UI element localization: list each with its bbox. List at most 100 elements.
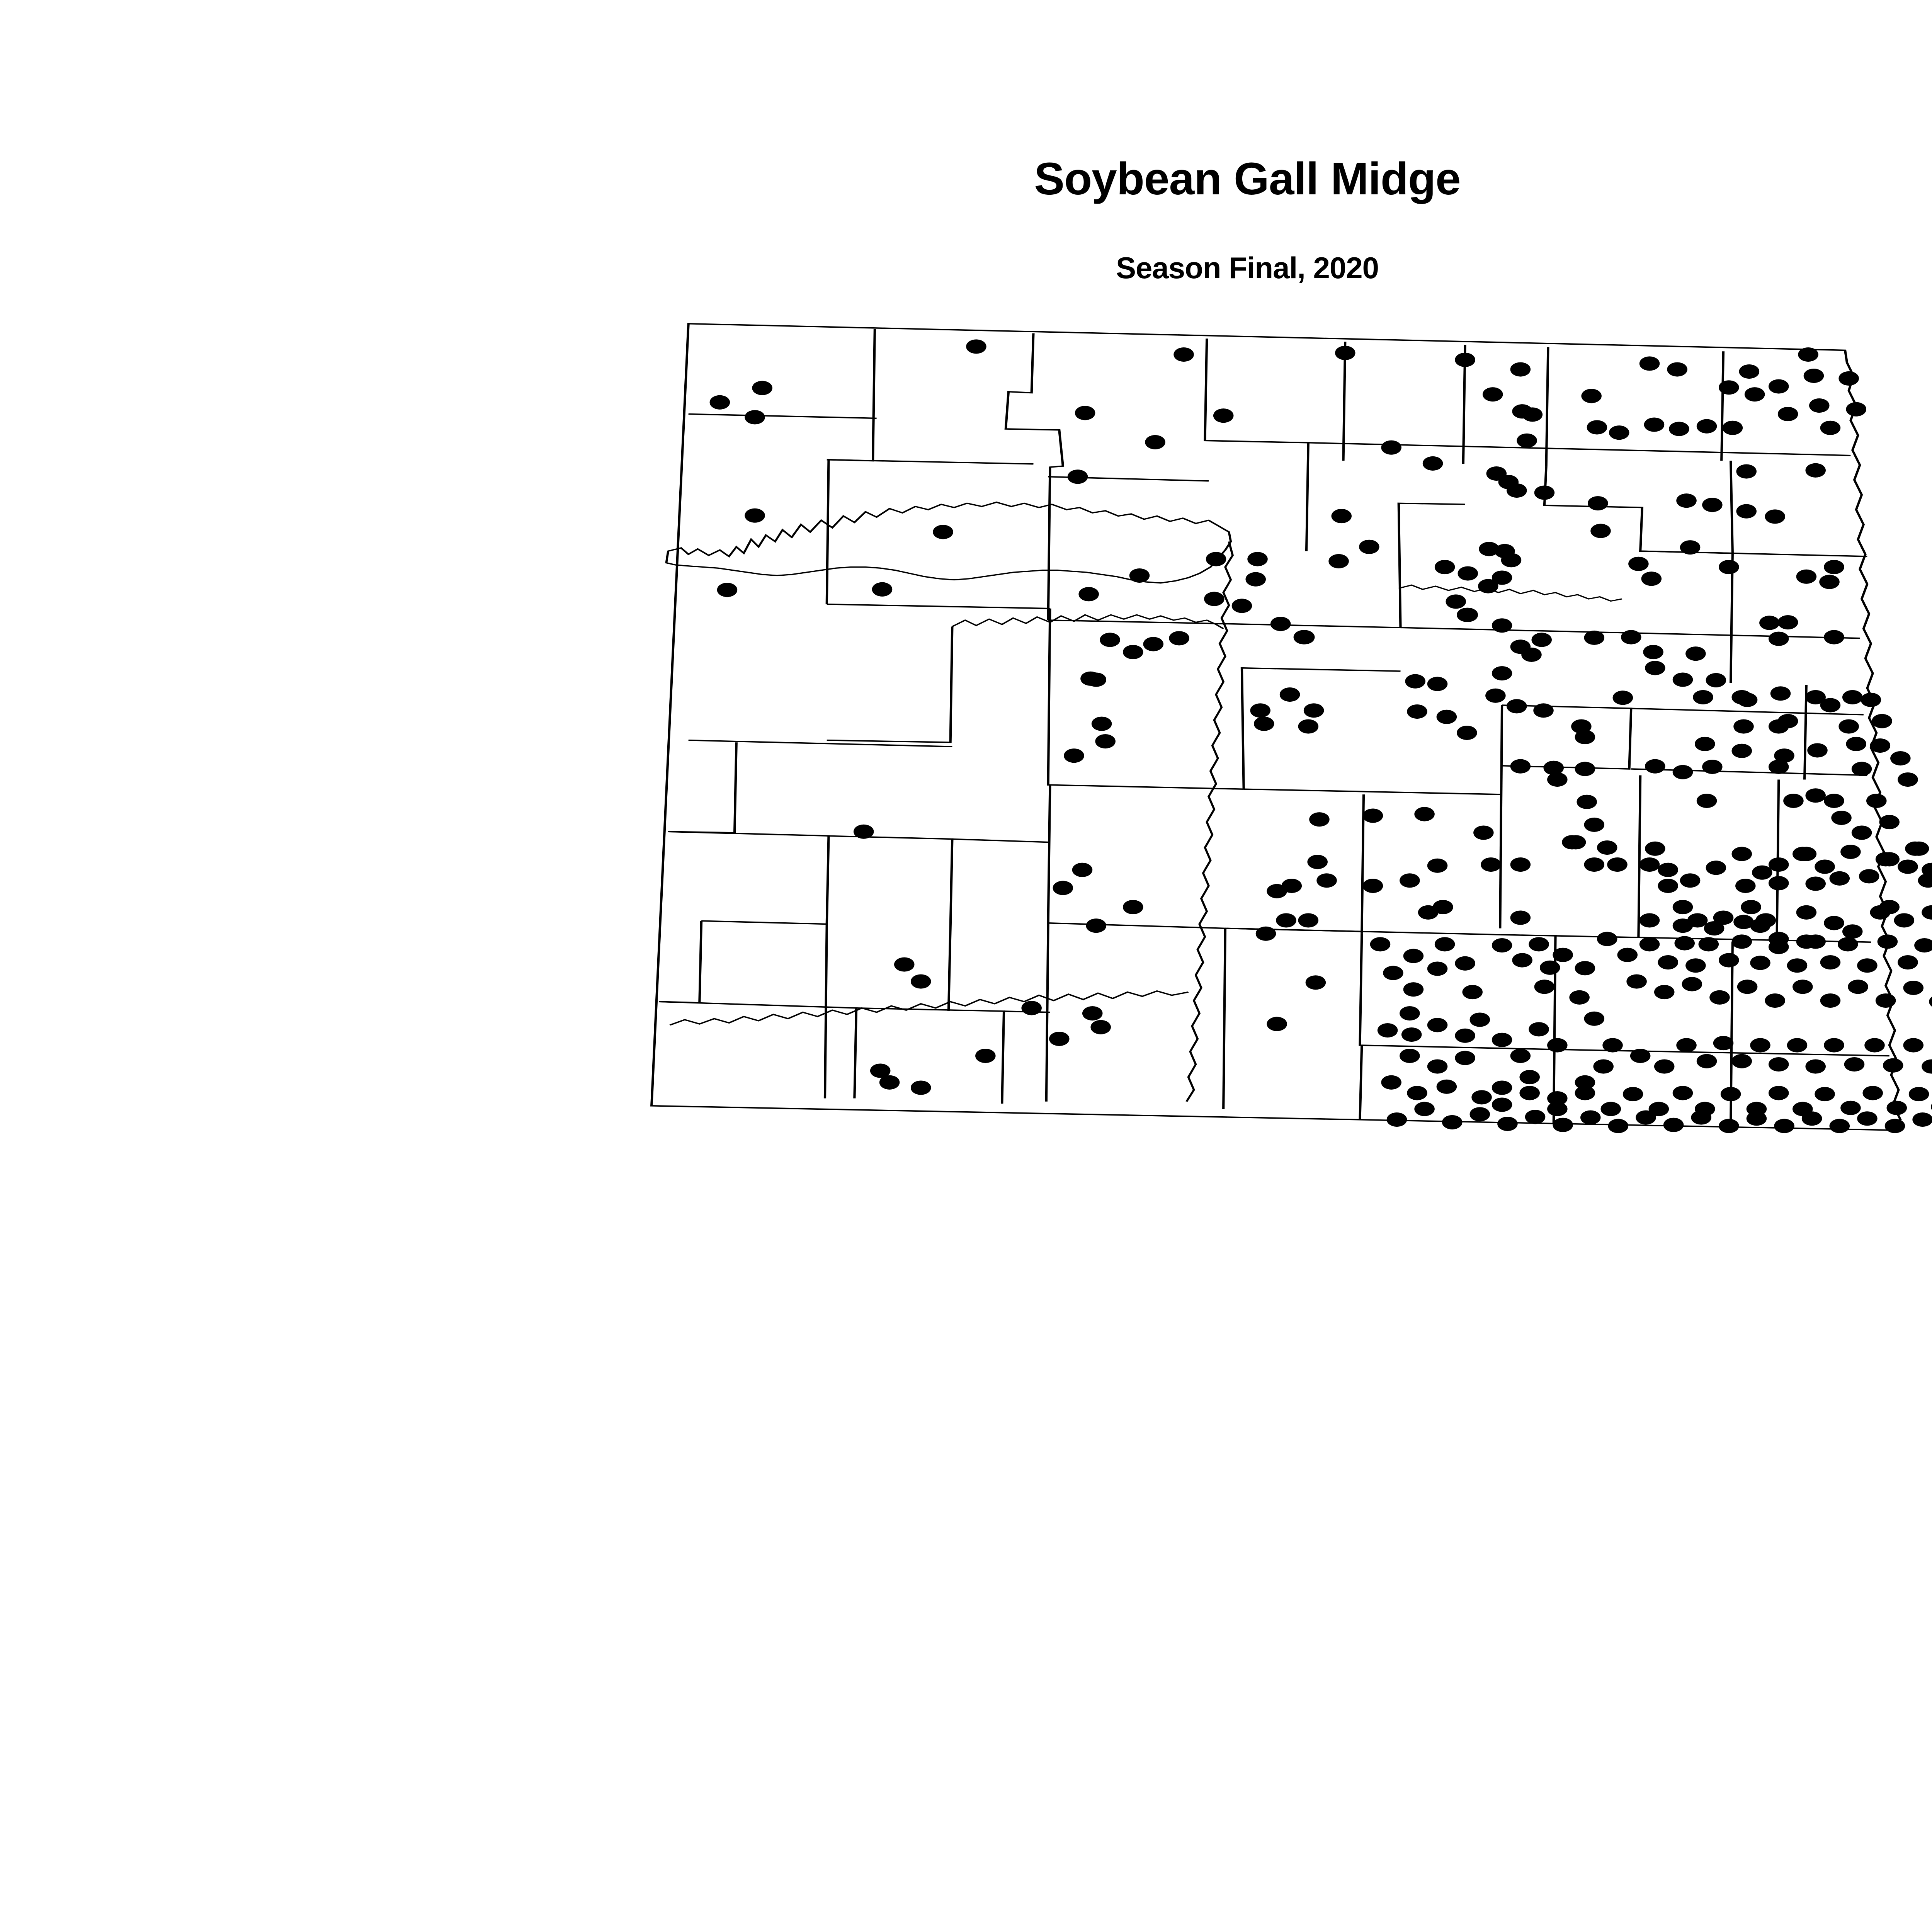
absence-point xyxy=(1805,1059,1826,1074)
absence-point xyxy=(1866,793,1887,808)
absence-point xyxy=(1522,407,1543,422)
absence-point xyxy=(1805,876,1826,891)
absence-point xyxy=(1698,937,1719,952)
absence-point xyxy=(1770,686,1791,701)
absence-point xyxy=(1630,1048,1651,1063)
absence-point xyxy=(1696,419,1717,434)
absence-point xyxy=(1204,592,1225,606)
absence-point xyxy=(1768,1086,1789,1100)
absence-point xyxy=(1294,630,1315,645)
absence-point xyxy=(1529,937,1549,952)
absence-point xyxy=(1091,716,1112,731)
absence-point xyxy=(1667,362,1687,377)
absence-point xyxy=(1658,955,1679,970)
absence-point xyxy=(1427,677,1448,691)
absence-point xyxy=(1639,913,1660,928)
absence-point xyxy=(1608,1119,1629,1133)
absence-point xyxy=(1457,725,1477,740)
absence-point xyxy=(1691,1110,1711,1125)
absence-point xyxy=(1580,1110,1601,1125)
absence-point xyxy=(1908,1087,1929,1102)
absence-point xyxy=(1820,698,1841,713)
county-boundaries xyxy=(650,323,1902,1131)
absence-point xyxy=(1129,568,1150,583)
absence-point xyxy=(1602,1038,1623,1053)
absence-point xyxy=(1824,560,1844,575)
absence-point xyxy=(1639,356,1660,371)
absence-point xyxy=(1621,630,1641,645)
absence-point xyxy=(1386,1112,1407,1127)
absence-point xyxy=(1796,569,1817,584)
absence-point xyxy=(1584,857,1605,872)
absence-point xyxy=(1870,738,1891,753)
absence-point xyxy=(1768,379,1789,394)
absence-point xyxy=(1768,876,1789,891)
absence-point xyxy=(1922,905,1932,920)
absence-point xyxy=(1658,862,1679,877)
absence-point xyxy=(1672,900,1693,915)
absence-point xyxy=(1857,958,1878,973)
absence-point xyxy=(1840,844,1861,859)
absence-point xyxy=(1875,993,1896,1008)
absence-point xyxy=(975,1048,996,1063)
absence-point xyxy=(1250,703,1270,718)
absence-point xyxy=(1783,793,1804,808)
absence-point xyxy=(1793,980,1813,994)
absence-point xyxy=(1861,692,1881,707)
absence-point xyxy=(1436,709,1457,724)
absence-point xyxy=(1838,371,1859,386)
absence-point xyxy=(1309,812,1330,827)
absence-point xyxy=(1169,631,1189,646)
absence-point xyxy=(1857,1111,1878,1126)
absence-point xyxy=(1914,938,1932,953)
absence-point xyxy=(1377,1023,1398,1038)
absence-point xyxy=(717,583,738,597)
absence-point xyxy=(1276,913,1296,928)
absence-point xyxy=(1422,456,1443,471)
absence-point xyxy=(1663,1117,1684,1132)
absence-point xyxy=(1100,633,1120,647)
absence-point xyxy=(1455,1051,1475,1065)
absence-point xyxy=(1414,807,1435,821)
absence-point xyxy=(1362,878,1383,893)
absence-point xyxy=(1597,840,1617,855)
absence-point xyxy=(1840,1100,1861,1115)
absence-point xyxy=(1281,878,1302,893)
absence-point xyxy=(1912,1112,1932,1127)
absence-point xyxy=(1381,1075,1401,1090)
absence-point xyxy=(1383,966,1403,980)
absence-point xyxy=(1206,552,1226,566)
absence-point xyxy=(1539,960,1560,975)
absence-point xyxy=(1405,674,1425,689)
absence-point xyxy=(1903,1038,1923,1053)
absence-point xyxy=(910,1080,931,1095)
absence-point xyxy=(1492,666,1512,681)
absence-point xyxy=(1820,993,1841,1008)
absence-point xyxy=(1894,913,1915,928)
absence-point xyxy=(1407,704,1427,719)
absence-point xyxy=(1534,485,1555,500)
absence-point xyxy=(752,381,772,395)
absence-point xyxy=(1547,1038,1568,1053)
absence-point xyxy=(1815,859,1835,874)
absence-point xyxy=(1809,398,1830,413)
absence-point xyxy=(1750,956,1770,970)
absence-point xyxy=(745,508,765,523)
absence-point xyxy=(1082,1006,1103,1021)
absence-point xyxy=(1501,553,1522,568)
absence-point xyxy=(1401,1027,1422,1042)
absence-point xyxy=(1846,736,1866,751)
absence-point xyxy=(1733,719,1754,734)
absence-point xyxy=(1485,688,1506,703)
absence-point xyxy=(1768,719,1789,734)
absence-point xyxy=(1482,387,1503,402)
absence-point xyxy=(1143,637,1164,651)
page-subtitle: Season Final, 2020 xyxy=(1116,251,1379,285)
heart-river-tributary xyxy=(951,584,1622,629)
absence-point xyxy=(1731,743,1752,758)
absence-point xyxy=(1469,1012,1490,1027)
absence-point xyxy=(1064,748,1084,763)
north-dakota-county-map xyxy=(580,301,1932,1151)
absence-point xyxy=(1628,556,1649,571)
absence-point xyxy=(709,395,730,410)
